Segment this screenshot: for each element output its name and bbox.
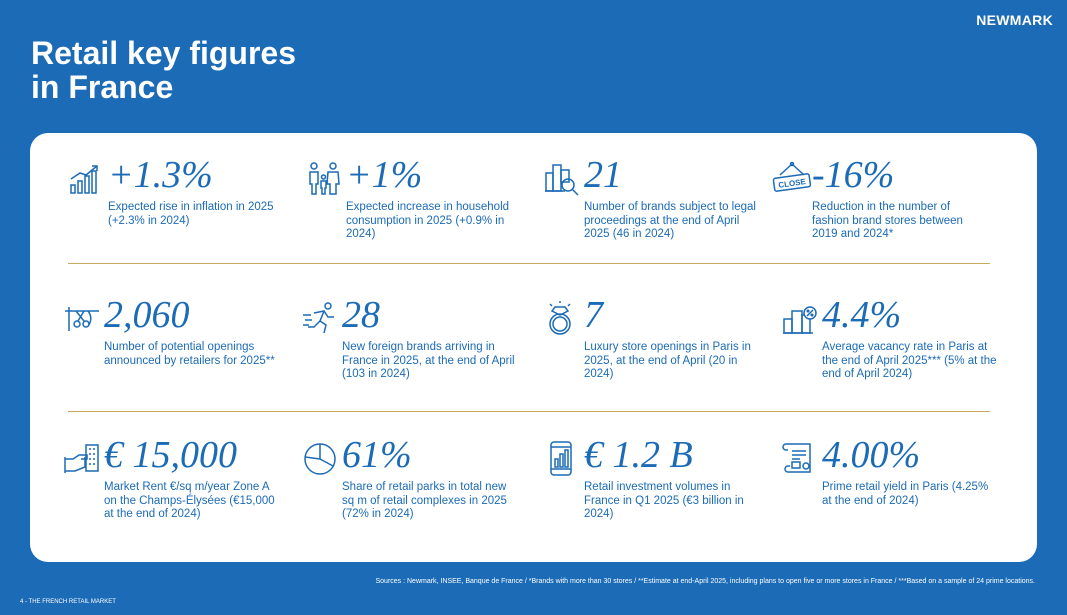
figure-legal-proceedings: 21 Number of brands subject to legal pro… <box>544 154 774 271</box>
figure-potential-openings: 2,060 Number of potential openings annou… <box>64 294 294 411</box>
hand-building-icon <box>64 441 100 477</box>
figure-consumption: +1% Expected increase in household consu… <box>306 154 536 271</box>
newmark-logo: NEWMARK <box>976 12 1053 28</box>
growth-chart-icon <box>68 161 104 197</box>
family-icon <box>306 161 342 197</box>
figure-value: € 1.2 B <box>584 434 693 476</box>
figure-description: Luxury store openings in Paris in 2025, … <box>584 341 751 381</box>
figure-investment-volumes: € 1.2 B Retail investment volumes in Fra… <box>544 434 774 551</box>
figure-value: +1% <box>346 154 423 196</box>
figure-inflation: +1.3% Expected rise in inflation in 2025… <box>68 154 298 271</box>
figure-value: 7 <box>584 294 603 336</box>
figure-value: 2,060 <box>104 294 190 336</box>
row-divider-2 <box>68 411 990 412</box>
figure-value: 4.00% <box>822 434 921 476</box>
row-divider-1 <box>68 263 990 264</box>
title-line-2: in France <box>31 69 174 105</box>
vacancy-building-icon <box>782 301 818 337</box>
figure-description: Reduction in the number of fashion brand… <box>812 201 963 241</box>
figure-luxury-openings: 7 Luxury store openings in Paris in 2025… <box>544 294 774 411</box>
figure-description: Expected rise in inflation in 2025 (+2.3… <box>108 201 274 227</box>
runner-icon <box>302 301 338 337</box>
figure-value: 28 <box>342 294 380 336</box>
ribbon-scissors-icon <box>64 301 100 337</box>
figure-description: Share of retail parks in total new sq m … <box>342 481 507 521</box>
figure-description: Prime retail yield in Paris (4.25% at th… <box>822 481 989 507</box>
page-title: Retail key figures in France <box>31 36 296 104</box>
diamond-ring-icon <box>544 301 580 337</box>
figure-description: Number of brands subject to legal procee… <box>584 201 756 241</box>
figure-description: Expected increase in household consumpti… <box>346 201 510 241</box>
figures-row-1: +1.3% Expected rise in inflation in 2025… <box>30 154 1037 271</box>
close-sign-icon: CLOSE <box>772 161 812 197</box>
figures-row-2: 2,060 Number of potential openings annou… <box>30 294 1037 411</box>
figure-foreign-brands: 28 New foreign brands arriving in France… <box>302 294 532 411</box>
figure-market-rent: € 15,000 Market Rent €/sq m/year Zone A … <box>64 434 294 551</box>
sources-note: Sources : Newmark, INSEE, Banque de Fran… <box>375 578 1035 585</box>
figures-row-3: € 15,000 Market Rent €/sq m/year Zone A … <box>30 434 1037 551</box>
key-figures-card: +1.3% Expected rise in inflation in 2025… <box>30 133 1037 562</box>
figure-description: Average vacancy rate in Paris at the end… <box>822 341 997 381</box>
figure-retail-parks-share: 61% Share of retail parks in total new s… <box>302 434 532 551</box>
figure-store-reduction: CLOSE -16% Reduction in the number of fa… <box>772 154 1002 271</box>
figure-value: -16% <box>812 154 895 196</box>
figure-prime-yield: 4.00% Prime retail yield in Paris (4.25%… <box>782 434 1012 551</box>
title-line-1: Retail key figures <box>31 35 296 71</box>
figure-value: 61% <box>342 434 412 476</box>
figure-vacancy-rate: 4.4% Average vacancy rate in Paris at th… <box>782 294 1012 411</box>
figure-description: New foreign brands arriving in France in… <box>342 341 515 381</box>
figure-value: € 15,000 <box>104 434 237 476</box>
figure-value: 4.4% <box>822 294 902 336</box>
pie-chart-icon <box>302 441 338 477</box>
close-sign-text: CLOSE <box>778 177 807 190</box>
figure-value: 21 <box>584 154 622 196</box>
document-icon <box>782 441 818 477</box>
figure-description: Retail investment volumes in France in Q… <box>584 481 744 521</box>
figure-description: Number of potential openings announced b… <box>104 341 275 367</box>
magnifier-buildings-icon <box>544 161 580 197</box>
page-footer: 4 - THE FRENCH RETAIL MARKET <box>20 599 116 605</box>
figure-description: Market Rent €/sq m/year Zone A on the Ch… <box>104 481 275 521</box>
figure-value: +1.3% <box>108 154 213 196</box>
phone-chart-icon <box>544 441 580 477</box>
